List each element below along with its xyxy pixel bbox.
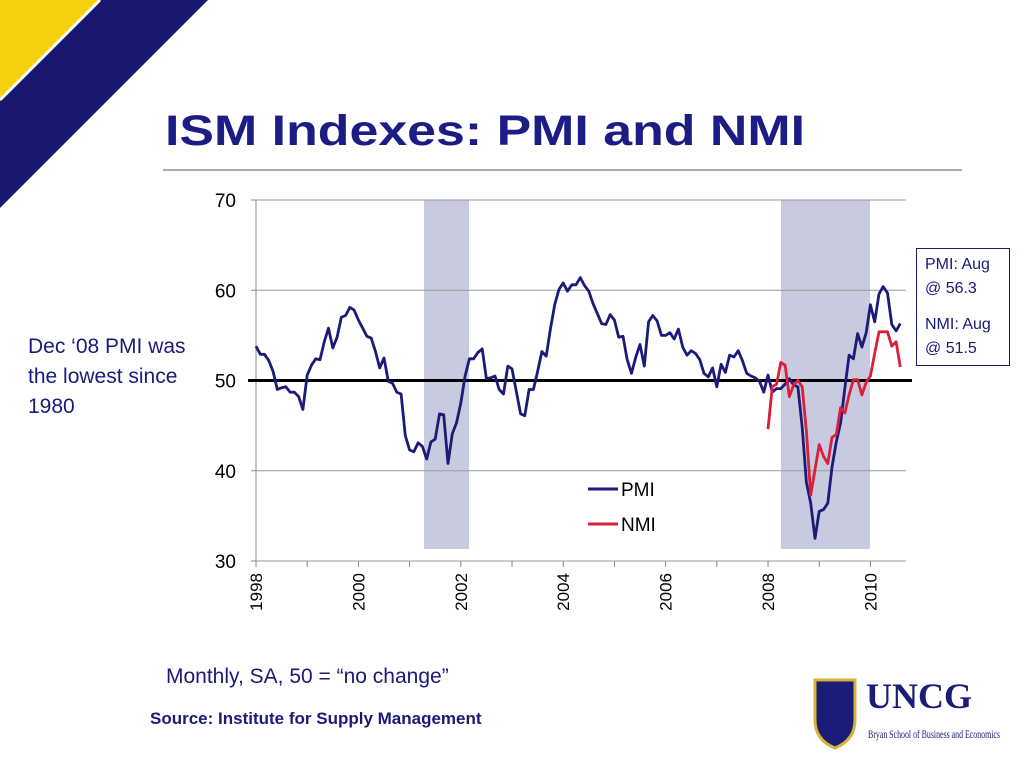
corner-divider bbox=[0, 0, 102, 102]
recession-shade bbox=[781, 200, 870, 549]
slide-title: ISM Indexes: PMI and NMI bbox=[165, 107, 805, 155]
footnote: Monthly, SA, 50 = “no change” bbox=[166, 665, 449, 688]
logo-shield bbox=[813, 678, 857, 750]
x-tick-label: 2006 bbox=[657, 573, 676, 611]
x-tick-label: 2002 bbox=[452, 573, 471, 611]
legend-label: NMI bbox=[621, 515, 656, 536]
legend-label: PMI bbox=[621, 480, 655, 501]
y-tick-label: 60 bbox=[215, 281, 236, 302]
x-tick-label: 2000 bbox=[349, 573, 368, 611]
x-tick-label: 2008 bbox=[759, 573, 778, 611]
callout: PMI: Aug @ 56.3 bbox=[925, 256, 990, 297]
logo-school: Bryan School of Business and Economics bbox=[868, 727, 1000, 741]
x-tick-label: 2004 bbox=[554, 573, 573, 611]
recession-shade bbox=[424, 200, 469, 549]
source: Source: Institute for Supply Management bbox=[150, 709, 482, 728]
annotation: Dec ‘08 PMI was the lowest since 1980 bbox=[28, 335, 186, 418]
logo-name: UNCG bbox=[866, 676, 972, 716]
callout: NMI: Aug @ 51.5 bbox=[925, 316, 991, 357]
y-tick-label: 30 bbox=[215, 552, 236, 573]
x-tick-label: 2010 bbox=[861, 573, 880, 611]
y-tick-label: 40 bbox=[215, 462, 236, 483]
x-tick-label: 1998 bbox=[247, 573, 266, 611]
series-line bbox=[766, 330, 902, 497]
y-tick-label: 70 bbox=[215, 191, 236, 212]
y-tick-label: 50 bbox=[215, 372, 236, 393]
corner-band bbox=[0, 0, 208, 208]
callout-box: PMI: Aug @ 56.3 NMI: Aug @ 51.5 bbox=[916, 248, 1010, 366]
